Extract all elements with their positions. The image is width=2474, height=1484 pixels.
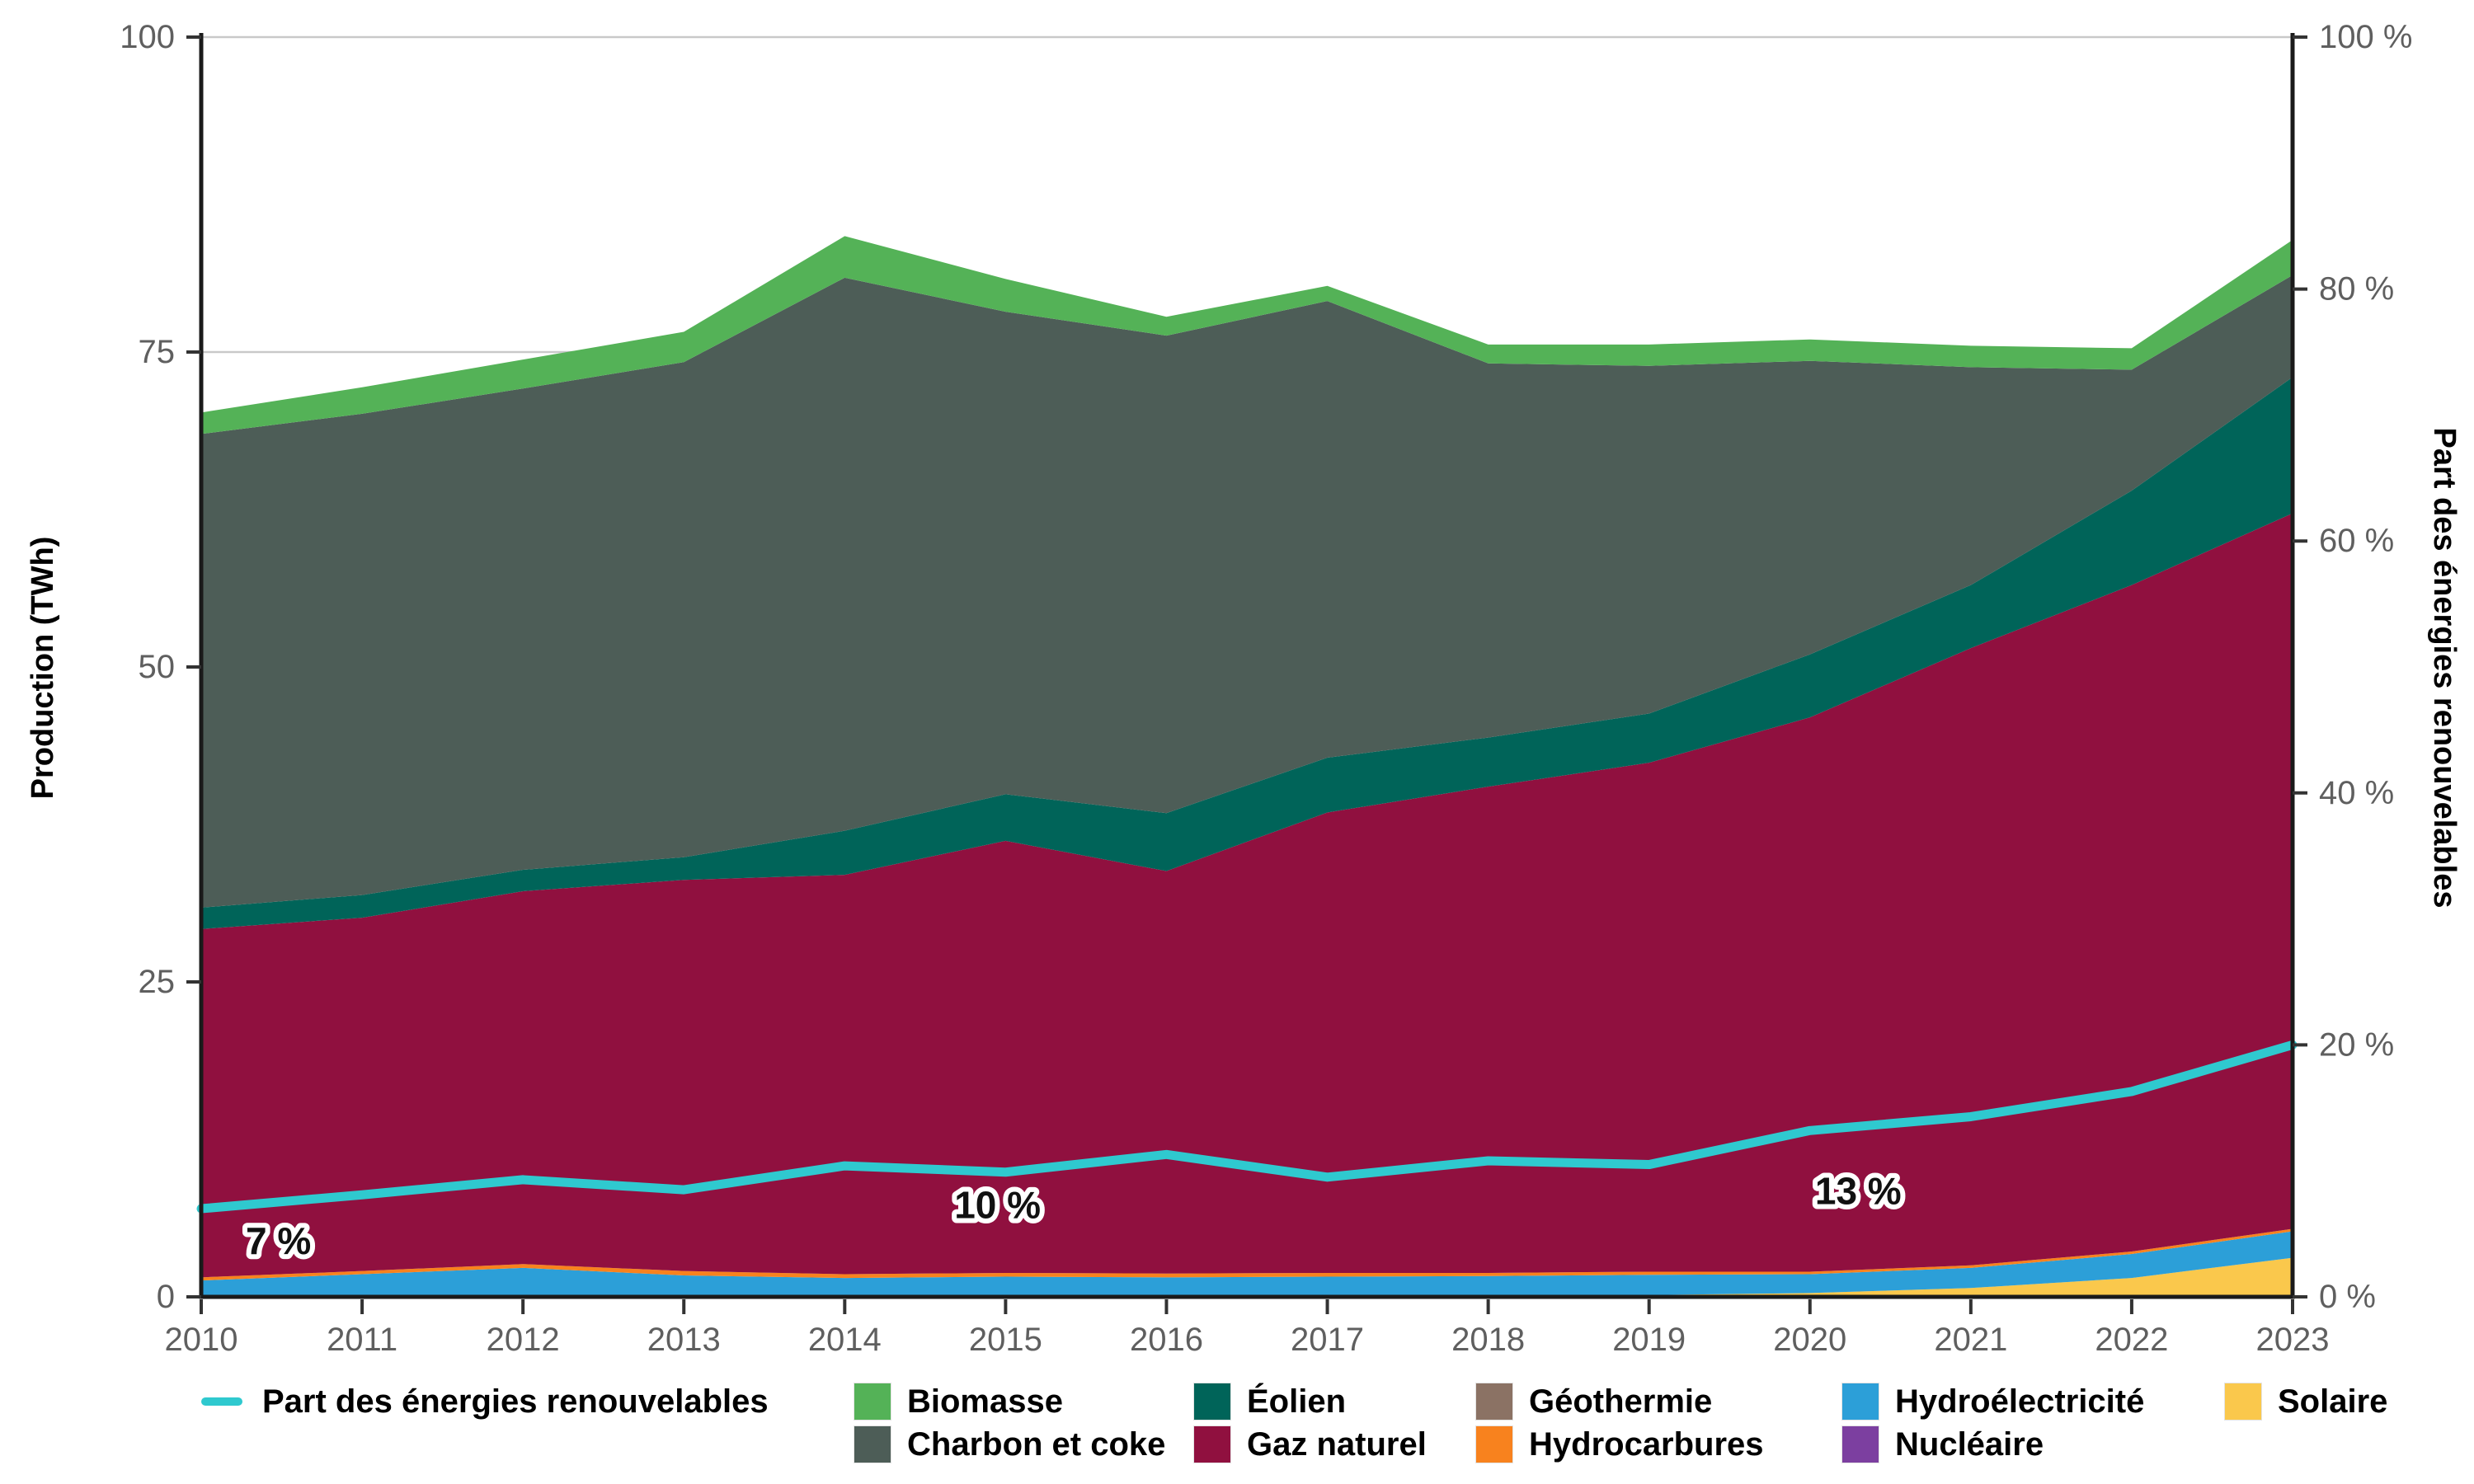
axes: 2010 2011 2012 2013 2014 2015 2016 2017 2018 2019…	[120, 19, 2412, 1358]
area-hydroelectricite	[201, 1231, 2293, 1297]
y-right-tick-label-100: 100 %	[2319, 19, 2412, 55]
y-right-tick-label-80: 80 %	[2319, 271, 2394, 308]
y-right-tick-label-20: 20 %	[2319, 1026, 2394, 1063]
annotation-1: 7 %	[246, 1219, 311, 1262]
area-eolien	[201, 377, 2293, 929]
x-tick-label-2016: 2016	[1130, 1322, 1203, 1358]
x-tick-label-2018: 2018	[1451, 1322, 1525, 1358]
percent-annotations: 7 % 10 % 13 %	[241, 1165, 1907, 1267]
y-left-tick-label-75: 75	[139, 334, 176, 370]
stacked-areas	[201, 236, 2293, 1297]
y-right-tick-label-60: 60 %	[2319, 523, 2394, 559]
x-tick-label-2019: 2019	[1612, 1322, 1686, 1358]
y-axis-title-right: Part des énergies renouvelables	[2427, 428, 2462, 909]
area-charbon	[201, 275, 2293, 908]
annotation-2: 10 %	[954, 1183, 1041, 1226]
line-part_renouvelables	[196, 1040, 2298, 1214]
y-axis-title-left: Production (TWh)	[26, 537, 60, 800]
x-tick-label-2023: 2023	[2256, 1322, 2330, 1358]
area-gaz	[201, 513, 2293, 1278]
x-tick-label-2014: 2014	[808, 1322, 882, 1358]
x-tick-label-2013: 2013	[647, 1322, 721, 1358]
annotation-3: 13 %	[1815, 1170, 1902, 1213]
x-tick-label-2020: 2020	[1773, 1322, 1846, 1358]
y-left-tick-label-50: 50	[139, 649, 176, 685]
y-left-tick-label-25: 25	[139, 964, 176, 1000]
x-tick-label-2010: 2010	[165, 1322, 238, 1358]
y-right-tick-label-0: 0 %	[2319, 1279, 2376, 1315]
x-tick-label-2011: 2011	[327, 1322, 397, 1358]
area-solaire	[201, 1257, 2293, 1297]
y-right-tick-label-40: 40 %	[2319, 775, 2394, 811]
x-tick-label-2021: 2021	[1934, 1322, 2007, 1358]
x-tick-label-2015: 2015	[969, 1322, 1042, 1358]
y-left-tick-label-0: 0	[157, 1279, 175, 1315]
x-tick-label-2017: 2017	[1291, 1322, 1364, 1358]
x-tick-label-2022: 2022	[2095, 1322, 2168, 1358]
x-tick-label-2012: 2012	[487, 1322, 560, 1358]
y-left-tick-label-100: 100	[120, 19, 175, 55]
renewables-share-line	[196, 1040, 2298, 1214]
